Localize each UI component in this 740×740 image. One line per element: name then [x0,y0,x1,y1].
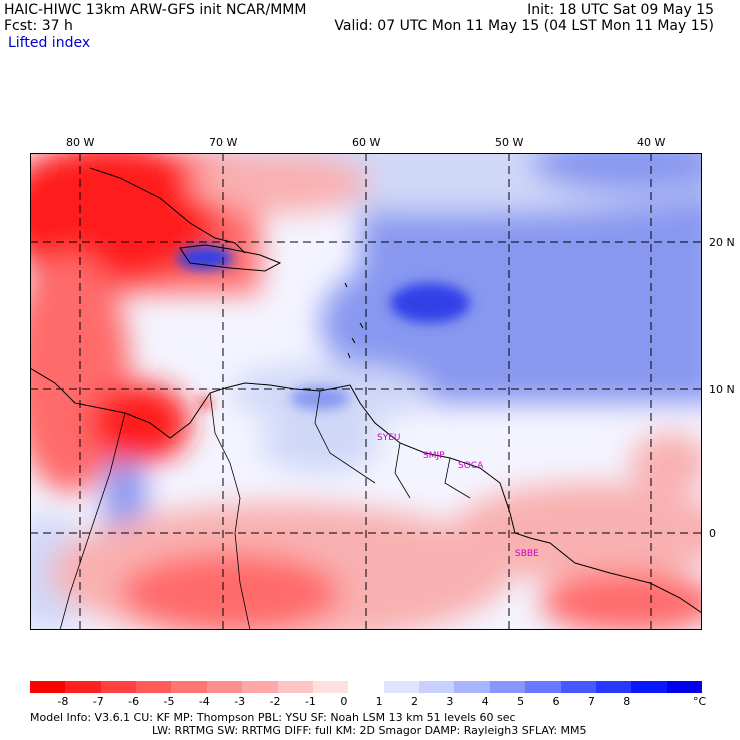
colorbar-tick-label: -5 [163,695,175,708]
colorbar-tick-label: 1 [375,695,383,708]
field-detail [177,246,470,410]
colorbar-unit: °C [693,695,707,708]
colorbar-swatch [100,681,137,693]
lon-label-50w: 50 W [495,136,524,149]
header-right: Init: 18 UTC Sat 09 May 15 Valid: 07 UTC… [334,2,714,34]
colorbar-tick-label: -2 [269,695,281,708]
border-sur-fg [444,457,471,499]
model-info-line1: Model Info: V3.6.1 CU: KF MP: Thompson P… [30,711,516,724]
lifted-index-map: SYEU SMJP SOCA SBBE [30,153,702,630]
colorbar-tick-label: -1 [304,695,316,708]
colorbar-swatch [383,681,420,693]
graticule [30,153,702,630]
colorbar-swatch [560,681,597,693]
lat-label-0: 0 [709,527,716,540]
colorbar-swatch [171,681,208,693]
colorbar-tick-label: 2 [411,695,419,708]
colorbar-swatch [136,681,172,693]
colorbar-tick-label: 5 [517,695,525,708]
colorbar-tick-label: 6 [552,695,560,708]
border-guy-sur [394,442,411,499]
colorbar-tick-label: -6 [128,695,140,708]
hispaniola-coast [179,244,282,272]
lat-label-10n: 10 N [709,383,735,396]
station-label-sbbe: SBBE [515,549,539,559]
cuba-coast [89,167,246,254]
colorbar-swatch [489,681,526,693]
lon-label-80w: 80 W [66,136,95,149]
colorbar-swatch [277,681,314,693]
colorbar-swatch [312,681,349,693]
colorbar-swatch [30,681,66,693]
header-left: HAIC-HIWC 13km ARW-GFS init NCAR/MMM Fcs… [4,2,306,34]
lon-label-40w: 40 W [637,136,666,149]
colorbar-swatch [348,681,385,693]
colorbar-swatch [419,681,455,693]
colorbar-swatch [595,681,632,693]
lon-label-70w: 70 W [209,136,238,149]
south-america-coast [30,367,702,614]
field-shading [30,153,702,630]
init-time: Init: 18 UTC Sat 09 May 15 [527,2,714,18]
colorbar [30,681,703,693]
station-label-soca: SOCA [458,461,484,471]
model-info-line2: LW: RRTMG SW: RRTMG DIFF: full KM: 2D Sm… [152,724,587,737]
colorbar-tick-label: -4 [198,695,210,708]
lat-label-20n: 20 N [709,236,735,249]
border-ven-guy [314,390,376,484]
colorbar-tick-label: -8 [57,695,69,708]
colorbar-tick-label: 8 [623,695,631,708]
colorbar-tick-label: 7 [587,695,595,708]
forecast-hour: Fcst: 37 h [4,18,73,34]
colorbar-swatch [65,681,102,693]
border-col-ven [209,392,251,630]
colorbar-tick-label: -7 [92,695,104,708]
station-label-smjp: SMJP [423,451,445,461]
lon-label-60w: 60 W [352,136,381,149]
colorbar-tick-label: 0 [340,695,348,708]
colorbar-tick-label: 3 [446,695,454,708]
colorbar-swatch [631,681,668,693]
colorbar-tick-label: 4 [481,695,489,708]
model-title: HAIC-HIWC 13km ARW-GFS init NCAR/MMM [4,2,307,18]
colorbar-swatch [525,681,562,693]
coastlines [30,167,702,614]
colorbar-tick-label: -3 [234,695,246,708]
colorbar-swatch [242,681,279,693]
colorbar-swatch [666,681,703,693]
station-label-syeu: SYEU [377,433,400,443]
colorbar-swatch [454,681,491,693]
valid-time: Valid: 07 UTC Mon 11 May 15 (04 LST Mon … [334,18,714,34]
lesser-antilles [344,282,364,359]
field-name: Lifted index [8,35,91,51]
map-frame [30,153,702,630]
colorbar-swatch [206,681,243,693]
